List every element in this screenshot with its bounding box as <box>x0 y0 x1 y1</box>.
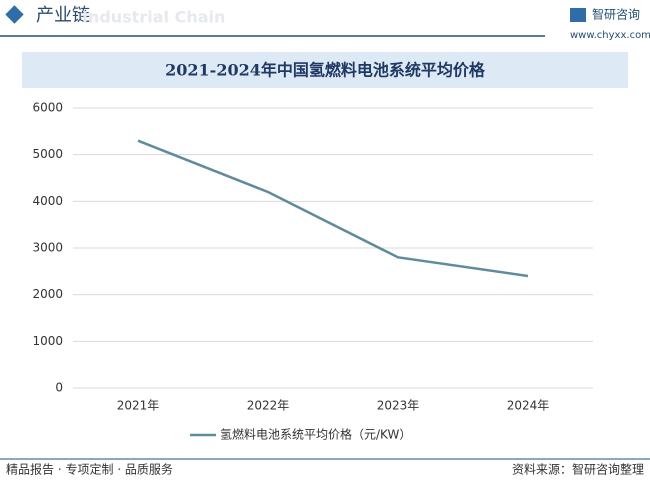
y-tick-label: 0 <box>55 381 63 395</box>
y-tick-label: 4000 <box>32 194 63 208</box>
y-tick-label: 5000 <box>32 147 63 161</box>
legend-label: 氢燃料电池系统平均价格（元/KW） <box>220 427 411 442</box>
footer-right: 资料来源：智研咨询整理 <box>512 462 644 477</box>
y-tick-label: 3000 <box>32 241 63 255</box>
data-line <box>137 139 529 278</box>
y-tick-label: 1000 <box>32 334 63 348</box>
brand-name: 智研咨询 <box>592 7 640 22</box>
x-tick-label: 2023年 <box>377 399 420 413</box>
x-tick-label: 2024年 <box>507 399 550 413</box>
chart-title: 2021-2024年中国氢燃料电池系统平均价格 <box>165 61 486 80</box>
header-title: 产业链 <box>36 5 90 26</box>
x-tick-label: 2022年 <box>247 399 290 413</box>
y-tick-label: 2000 <box>32 287 63 301</box>
brand-logo <box>570 8 586 22</box>
y-tick-label: 6000 <box>32 101 63 115</box>
title-band <box>22 52 628 88</box>
footer-left: 精品报告 · 专项定制 · 品质服务 <box>6 462 173 477</box>
header-subtitle: Industrial Chain <box>82 8 225 27</box>
plot: 0 1000 2000 3000 4000 5000 6000 2021年 2022年 2023年… <box>32 101 593 442</box>
x-tick-label: 2021年 <box>117 399 160 413</box>
brand-url: www.chyxx.com <box>570 30 650 41</box>
